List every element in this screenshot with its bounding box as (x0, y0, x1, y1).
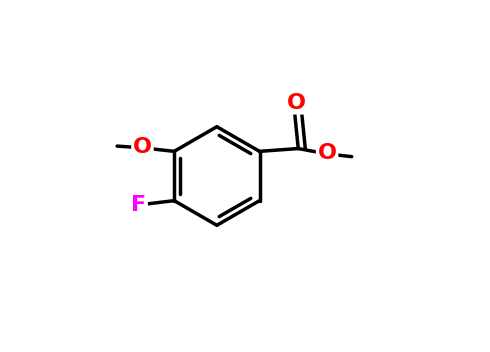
Text: O: O (287, 93, 306, 113)
Text: O: O (318, 143, 337, 163)
Text: O: O (133, 137, 152, 157)
Text: F: F (131, 195, 146, 215)
